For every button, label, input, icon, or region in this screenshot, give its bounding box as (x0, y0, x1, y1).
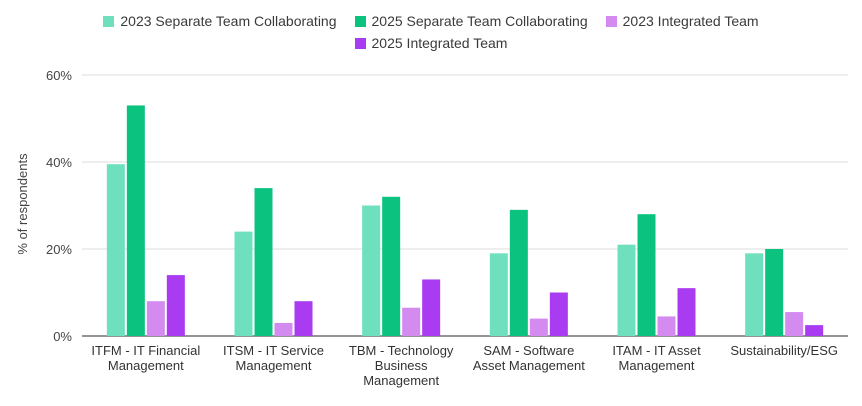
x-tick-label-line: Asset Management (473, 358, 585, 373)
legend-item-2023-separate[interactable]: 2023 Separate Team Collaborating (103, 13, 337, 29)
legend-swatch (103, 15, 115, 27)
legend-item-2025-separate[interactable]: 2025 Separate Team Collaborating (354, 13, 588, 29)
bar[interactable] (785, 312, 804, 336)
x-tick-label-line: Management (236, 358, 312, 373)
x-tick-label: TBM - Technology Business Management (349, 343, 454, 388)
bar[interactable] (677, 288, 696, 336)
legend-label: 2025 Integrated Team (371, 35, 508, 51)
bar[interactable] (549, 292, 568, 337)
legend-label: 2025 Separate Team Collaborating (371, 13, 588, 29)
bar[interactable] (617, 244, 636, 336)
x-tick-label-line: Management (363, 373, 439, 388)
y-tick-label: 40% (46, 155, 72, 170)
x-tick-label-line: TBM - Technology (349, 343, 454, 358)
x-tick-label: ITSM - IT Service Management (223, 343, 324, 373)
bar[interactable] (805, 325, 824, 336)
bar[interactable] (274, 322, 293, 336)
bar[interactable] (422, 279, 441, 336)
legend-row-2: 2025 Integrated Team (0, 32, 862, 54)
x-tick-label: ITFM - IT Financial Management (91, 343, 200, 373)
bar[interactable] (765, 249, 784, 336)
bar[interactable] (637, 214, 656, 336)
x-tick-label-line: ITAM - IT Asset (612, 343, 701, 358)
bar[interactable] (234, 231, 253, 336)
y-tick-label: 20% (46, 242, 72, 257)
x-tick-label-line: ITSM - IT Service (223, 343, 324, 358)
bar[interactable] (402, 307, 421, 336)
x-tick-label-line: SAM - Software (483, 343, 574, 358)
legend-swatch (605, 15, 617, 27)
y-axis-ticks: 0% 20% 40% 60% (46, 68, 72, 344)
bar[interactable] (126, 105, 145, 336)
x-tick-label: ITAM - IT Asset Management (612, 343, 701, 373)
gridlines (82, 74, 848, 337)
bar[interactable] (657, 316, 676, 336)
bar[interactable] (362, 205, 381, 337)
bar[interactable] (509, 209, 528, 336)
bar[interactable] (146, 301, 165, 336)
x-tick-label-line: Management (619, 358, 695, 373)
legend: 2023 Separate Team Collaborating 2025 Se… (0, 10, 862, 54)
legend-item-2023-integrated[interactable]: 2023 Integrated Team (605, 13, 759, 29)
legend-swatch (354, 37, 366, 49)
bar[interactable] (254, 188, 273, 336)
bar[interactable] (106, 164, 125, 336)
y-tick-label: 60% (46, 68, 72, 83)
bar[interactable] (294, 301, 313, 336)
y-axis-title: % of respondents (15, 153, 30, 255)
bar[interactable] (489, 253, 508, 336)
legend-swatch (354, 15, 366, 27)
bar[interactable] (745, 253, 764, 336)
x-tick-label: Sustainability/ESG (730, 343, 838, 358)
bars (106, 105, 824, 337)
bar[interactable] (529, 318, 548, 336)
x-tick-label-line: Sustainability/ESG (730, 343, 838, 358)
bar[interactable] (166, 275, 185, 336)
legend-label: 2023 Separate Team Collaborating (120, 13, 337, 29)
legend-item-2025-integrated[interactable]: 2025 Integrated Team (354, 35, 508, 51)
x-tick-label-line: Business (375, 358, 428, 373)
y-tick-label: 0% (53, 329, 72, 344)
bar[interactable] (382, 196, 401, 336)
legend-label: 2023 Integrated Team (622, 13, 759, 29)
legend-row-1: 2023 Separate Team Collaborating 2025 Se… (0, 10, 862, 32)
x-tick-label-line: ITFM - IT Financial (91, 343, 200, 358)
x-tick-label-line: Management (108, 358, 184, 373)
x-tick-label: SAM - Software Asset Management (473, 343, 585, 373)
